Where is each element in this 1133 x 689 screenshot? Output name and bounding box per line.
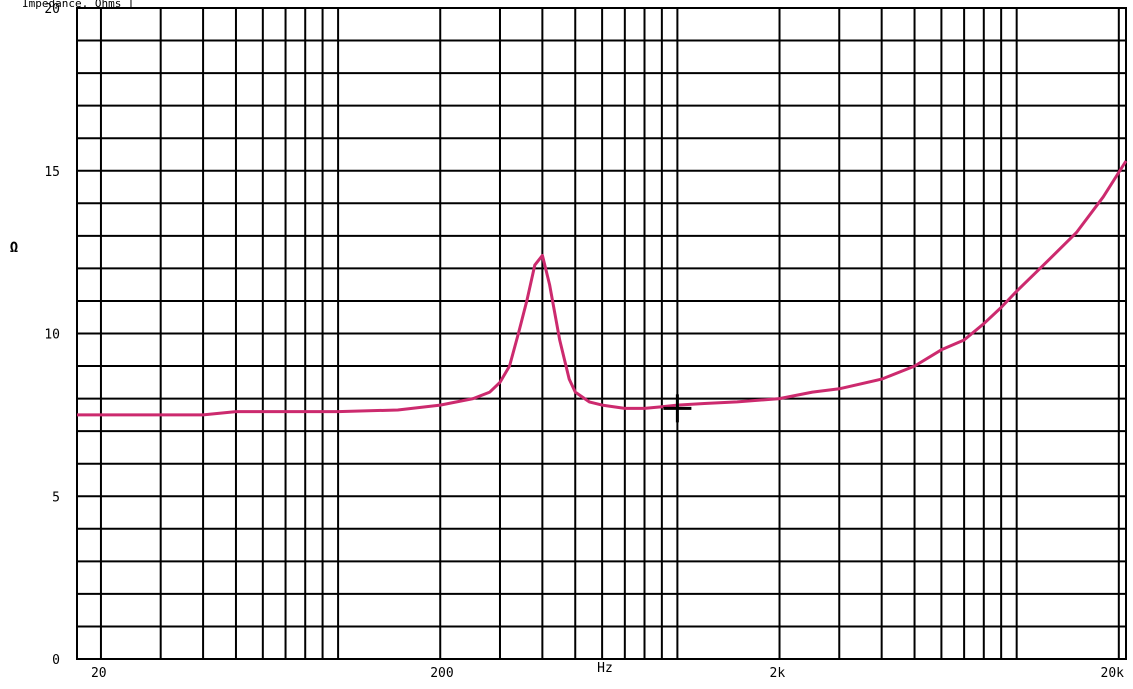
- x-tick-label: 2k: [770, 666, 786, 681]
- impedance-curve: [77, 160, 1128, 417]
- y-tick-label: 15: [44, 165, 60, 180]
- x-tick-label: 200: [430, 666, 453, 681]
- cursor-crosshair-icon: [663, 394, 692, 423]
- axes: 0 5 10 15 20 20 200 2k 20k: [44, 2, 1127, 681]
- x-tick-label: 20k: [1101, 666, 1125, 681]
- series-group: [77, 160, 1128, 417]
- y-tick-label: 5: [52, 490, 60, 505]
- y-tick-label: 0: [52, 653, 60, 668]
- chart-header: Impedance, Ohms [: [22, 0, 135, 10]
- grid: [77, 8, 1126, 659]
- cursor-marker-group: [663, 394, 692, 423]
- y-tick-label: 20: [44, 2, 60, 17]
- y-axis-label: Ω: [10, 240, 18, 256]
- x-axis-label: Hz: [597, 661, 613, 676]
- plot-frame: [76, 7, 1127, 660]
- x-tick-label: 20: [91, 666, 107, 681]
- header-partial-text: Impedance, Ohms [: [22, 0, 135, 10]
- y-tick-label: 10: [44, 328, 60, 343]
